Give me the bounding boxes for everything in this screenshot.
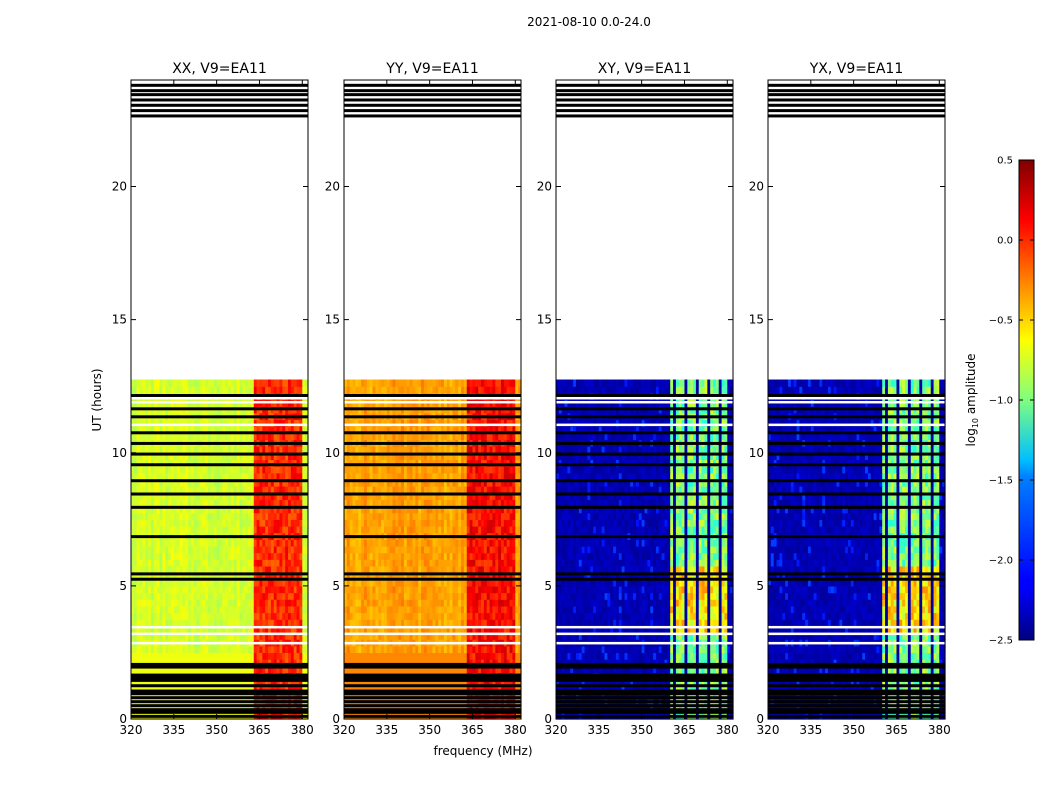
flagged-row: [131, 93, 308, 96]
flagged-row: [131, 109, 308, 112]
flagged-row: [131, 663, 308, 666]
flagged-row: [131, 479, 308, 482]
flagged-row: [131, 578, 308, 581]
flagged-row: [131, 535, 308, 538]
flagged-row: [131, 711, 308, 714]
flagged-row: [131, 572, 308, 575]
x-tick-label: 365: [248, 723, 271, 737]
x-tick-label: 320: [120, 723, 143, 737]
blank-row: [131, 642, 308, 645]
flagged-row: [131, 463, 308, 466]
panel-title: YY, V9=EA11: [385, 61, 478, 77]
flagged-row: [131, 84, 308, 87]
flagged-row: [131, 394, 308, 397]
flagged-row: [131, 700, 308, 703]
blank-row: [131, 397, 308, 400]
flagged-row: [131, 98, 308, 101]
flagged-row: [131, 684, 308, 687]
panel-title: XX, V9=EA11: [172, 61, 267, 77]
flagged-row: [131, 431, 308, 434]
flagged-row: [131, 493, 308, 496]
flagged-row: [131, 692, 308, 695]
x-tick-label: 335: [162, 723, 185, 737]
flagged-row: [131, 415, 308, 418]
x-tick-label: 350: [205, 723, 228, 737]
flagged-row: [131, 442, 308, 445]
flagged-row: [131, 114, 308, 117]
flagged-row: [131, 506, 308, 509]
flagged-row: [131, 679, 308, 682]
panel-plot-area: [344, 84, 522, 720]
blank-row: [131, 626, 308, 629]
flagged-row: [131, 696, 308, 699]
flagged-row: [131, 407, 308, 410]
flagged-row: [131, 104, 308, 107]
flagged-row: [131, 89, 308, 92]
y-tick-label: 10: [112, 446, 127, 460]
blank-row: [131, 424, 308, 427]
flagged-row: [131, 708, 308, 711]
blank-row: [131, 633, 308, 636]
flagged-row: [131, 690, 308, 693]
flagged-row: [131, 666, 308, 669]
flagged-row: [131, 676, 308, 679]
y-tick-label: 20: [112, 180, 127, 194]
y-tick-label: 15: [112, 313, 127, 327]
panel-plot-area: [131, 84, 309, 720]
flagged-row: [131, 715, 308, 718]
y-tick-label: 5: [119, 579, 127, 593]
flagged-row: [131, 453, 308, 456]
flagged-row: [131, 704, 308, 707]
figure-suptitle: 2021-08-10 0.0-24.0: [527, 15, 651, 29]
blank-row: [131, 401, 308, 404]
x-tick-label: 380: [291, 723, 314, 737]
flagged-row: [131, 674, 308, 677]
